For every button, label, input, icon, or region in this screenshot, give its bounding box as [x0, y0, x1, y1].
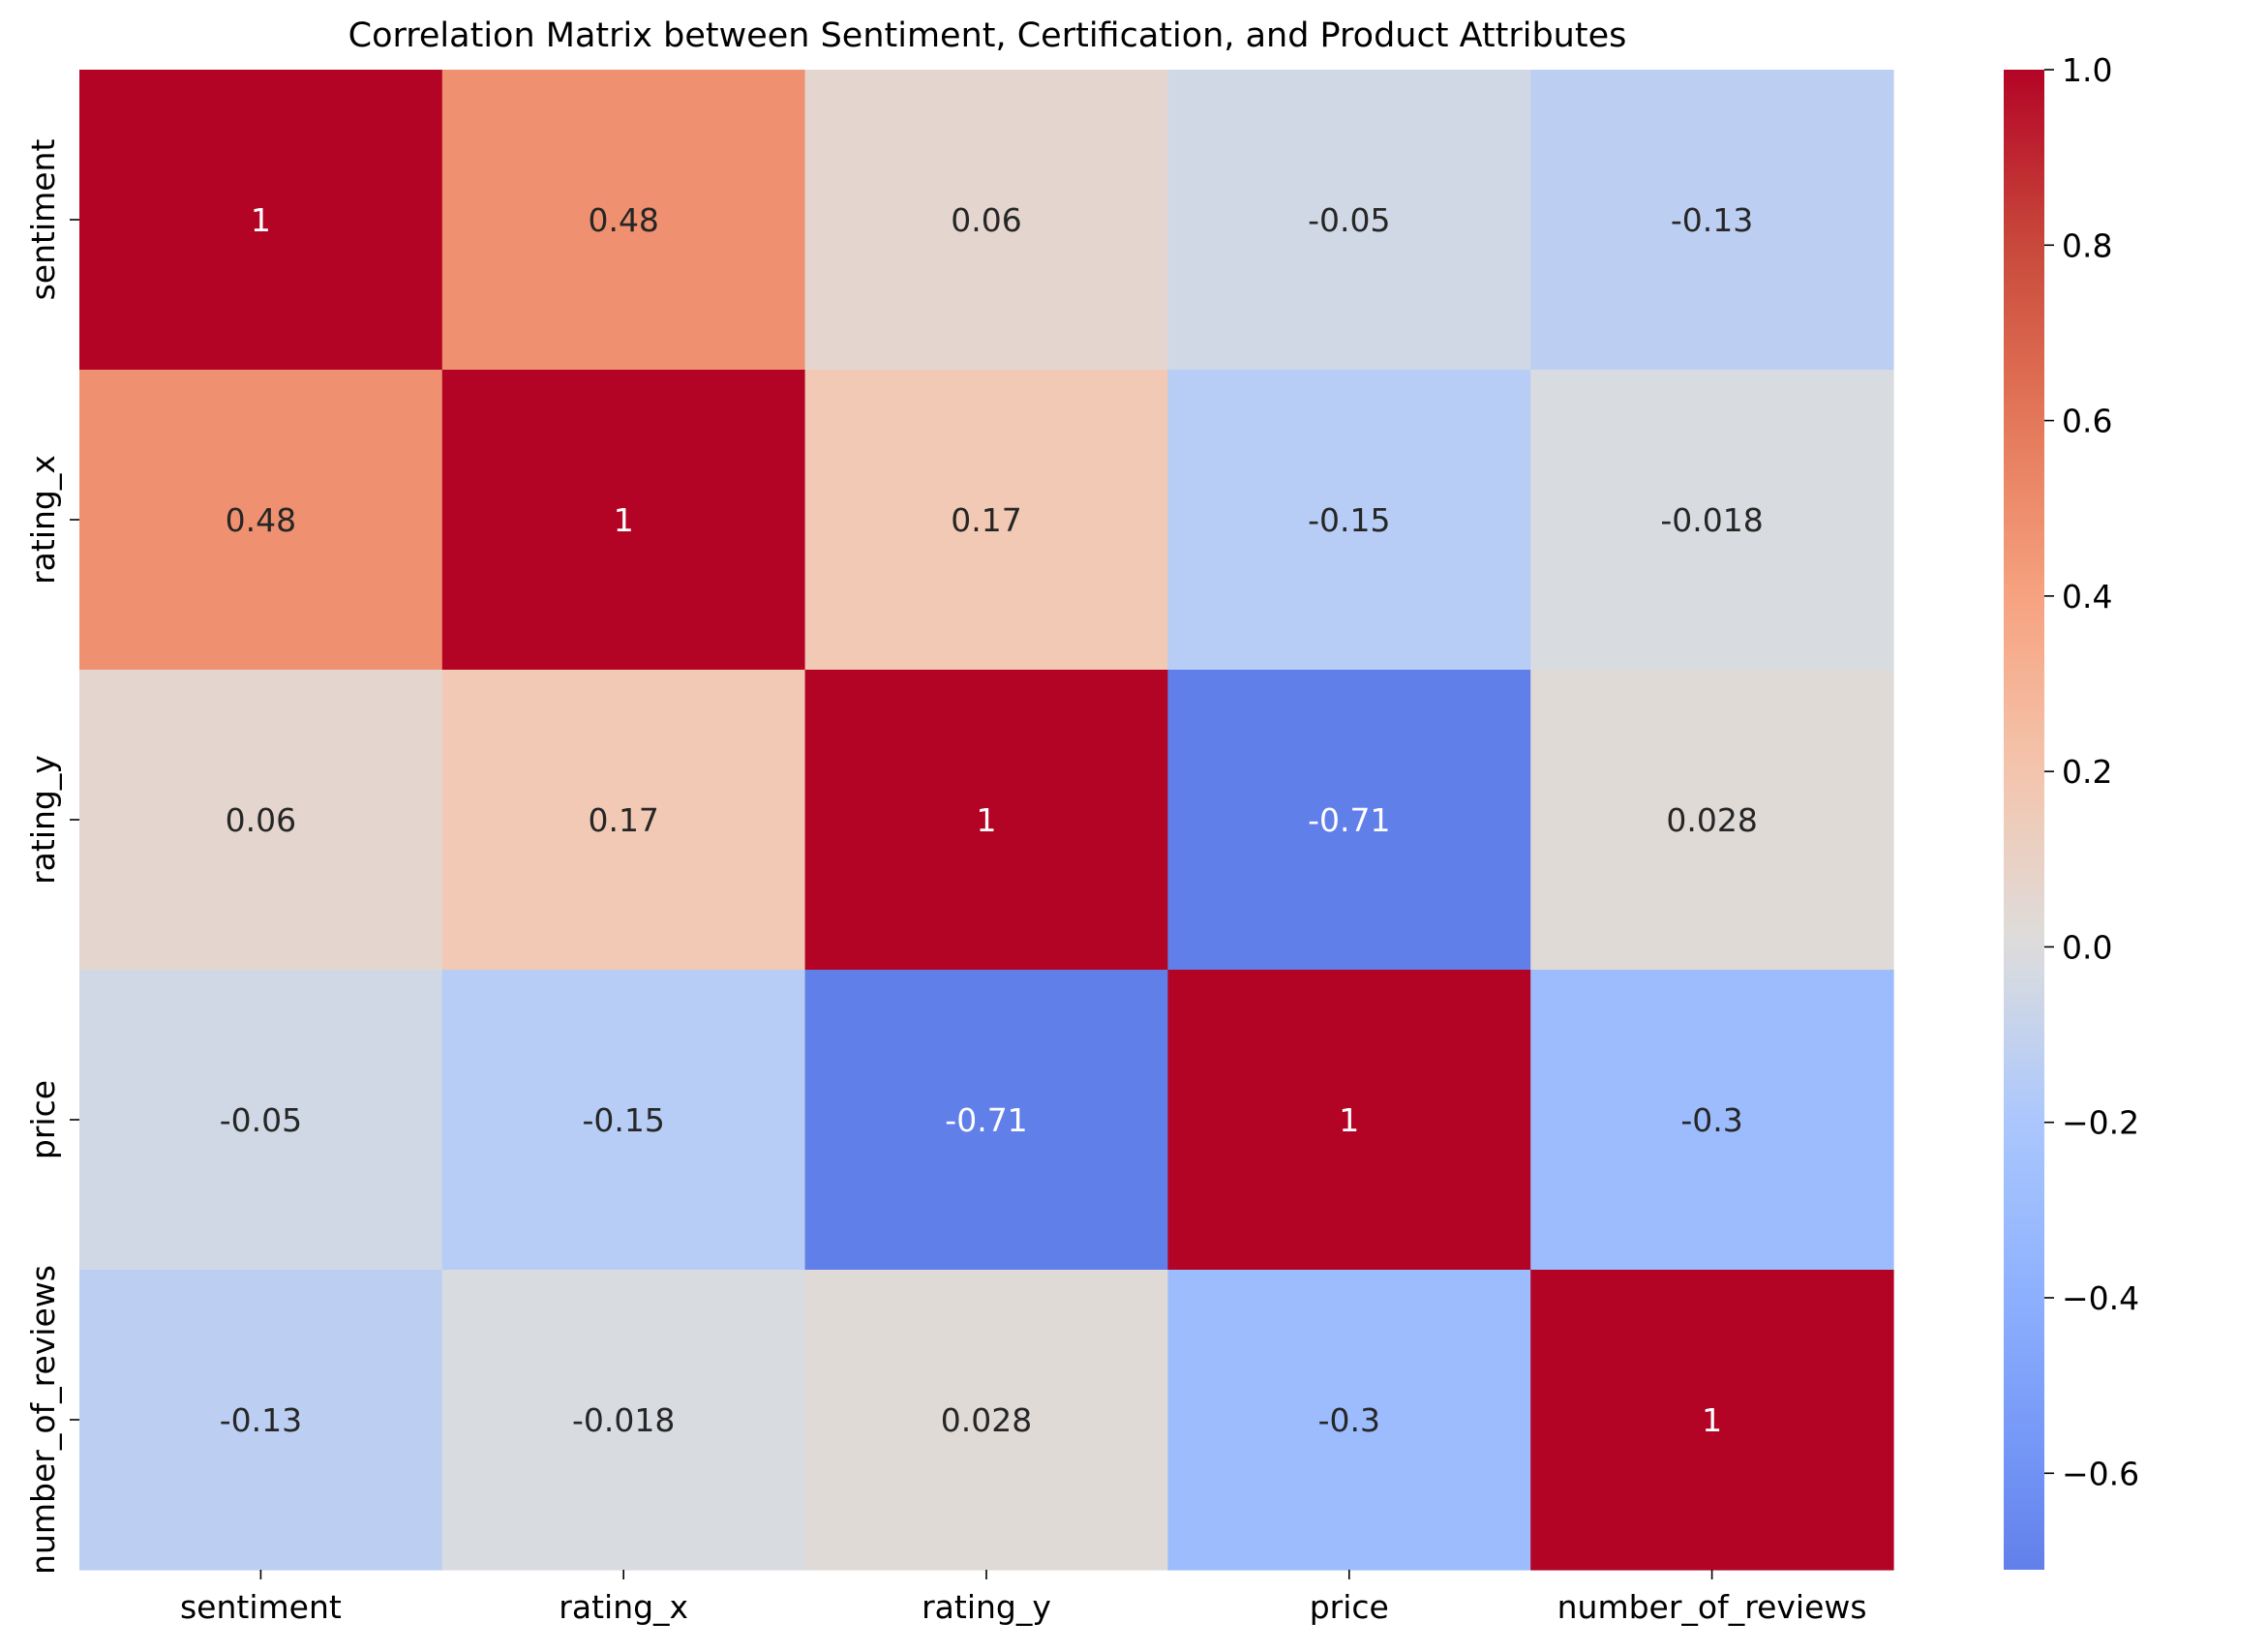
cell-annotation-4-2: 0.028: [941, 1401, 1032, 1439]
colorbar-tick-label-6: −0.2: [2062, 1104, 2139, 1142]
cell-annotation-4-0: -0.13: [220, 1401, 302, 1439]
colorbar-tick-label-5: 0.0: [2062, 928, 2112, 966]
cell-annotation-1-2: 0.17: [951, 501, 1021, 539]
heatmap-cell-2-2: [804, 670, 1168, 971]
cell-annotation-0-1: 0.48: [588, 201, 658, 239]
cell-annotation-4-4: 1: [1702, 1401, 1722, 1439]
cell-annotation-3-2: -0.71: [945, 1101, 1027, 1139]
cell-annotation-3-3: 1: [1339, 1101, 1359, 1139]
heatmap-cell-3-4: [1530, 970, 1894, 1271]
heatmap-cell-1-3: [1167, 370, 1531, 671]
x-tick-label-4: number_of_reviews: [1557, 1588, 1867, 1626]
heatmap-cell-3-3: [1167, 970, 1531, 1271]
heatmap-cell-4-4: [1530, 1270, 1894, 1571]
y-tick-label-4: number_of_reviews: [24, 1265, 62, 1575]
cell-annotation-1-3: -0.15: [1308, 501, 1390, 539]
cell-annotation-1-1: 1: [614, 501, 634, 539]
x-tick-label-3: price: [1310, 1588, 1389, 1626]
cell-annotation-2-3: -0.71: [1308, 801, 1390, 839]
heatmap-cell-4-3: [1167, 1270, 1531, 1571]
cell-annotation-2-4: 0.028: [1666, 801, 1757, 839]
heatmap-cell-3-2: [804, 970, 1168, 1271]
cell-annotation-0-2: 0.06: [951, 201, 1021, 239]
y-tick-label-1: rating_x: [24, 455, 62, 585]
y-tick-label-0: sentiment: [24, 139, 62, 301]
heatmap-cell-2-1: [441, 670, 806, 971]
colorbar-tick-label-3: 0.4: [2062, 578, 2112, 616]
colorbar-tick-label-4: 0.2: [2062, 753, 2112, 791]
colorbar-tick-label-2: 0.6: [2062, 403, 2112, 440]
cell-annotation-4-3: -0.3: [1318, 1401, 1380, 1439]
heatmap-cell-3-1: [441, 970, 806, 1271]
heatmap-cell-1-1: [441, 370, 806, 671]
colorbar-tick-label-1: 0.8: [2062, 226, 2112, 264]
cell-annotation-2-2: 1: [977, 801, 997, 839]
heatmap-cell-0-4: [1530, 70, 1894, 371]
heatmap-cell-0-3: [1167, 70, 1531, 371]
heatmap-cell-0-2: [804, 70, 1168, 371]
colorbar: 1.0 0.8 0.6 0.4 0.2 0.0 −0.2 −0.4 −0.6: [2004, 51, 2139, 1570]
heatmap-annotations: 1 0.48 0.06 -0.05 -0.13 0.48 1 0.17 -0.15 -0.018 0…: [220, 201, 1764, 1439]
heatmap-cell-3-0: [79, 970, 443, 1271]
cell-annotation-2-0: 0.06: [226, 801, 296, 839]
colorbar-tick-label-7: −0.4: [2062, 1279, 2139, 1317]
heatmap-cell-4-1: [441, 1270, 806, 1571]
cell-annotation-4-1: -0.018: [572, 1401, 675, 1439]
heatmap-cells: [79, 70, 1894, 1571]
x-tick-label-0: sentiment: [180, 1588, 342, 1626]
heatmap-cell-0-1: [441, 70, 806, 371]
heatmap-cell-0-0: [79, 70, 443, 371]
x-tick-label-1: rating_x: [559, 1588, 688, 1626]
heatmap-cell-1-0: [79, 370, 443, 671]
cell-annotation-3-1: -0.15: [583, 1101, 665, 1139]
cell-annotation-3-0: -0.05: [220, 1101, 302, 1139]
cell-annotation-0-0: 1: [251, 201, 271, 239]
x-axis: sentiment rating_x rating_y price number_of_…: [180, 1570, 1867, 1626]
heatmap-cell-2-0: [79, 670, 443, 971]
cell-annotation-0-4: -0.13: [1671, 201, 1753, 239]
chart-title: Correlation Matrix between Sentiment, Ce…: [348, 16, 1627, 55]
x-tick-label-2: rating_y: [922, 1588, 1051, 1626]
cell-annotation-0-3: -0.05: [1308, 201, 1390, 239]
cell-annotation-1-0: 0.48: [226, 501, 296, 539]
heatmap-cell-2-3: [1167, 670, 1531, 971]
heatmap-cell-4-2: [804, 1270, 1168, 1571]
heatmap-cell-1-4: [1530, 370, 1894, 671]
colorbar-gradient: [2004, 70, 2044, 1570]
heatmap-cell-1-2: [804, 370, 1168, 671]
heatmap-cell-2-4: [1530, 670, 1894, 971]
colorbar-tick-label-8: −0.6: [2062, 1455, 2139, 1492]
colorbar-tick-label-0: 1.0: [2062, 51, 2112, 89]
y-tick-label-3: price: [24, 1080, 62, 1159]
cell-annotation-2-1: 0.17: [588, 801, 658, 839]
heatmap-cell-4-0: [79, 1270, 443, 1571]
y-tick-label-2: rating_y: [24, 755, 62, 885]
cell-annotation-1-4: -0.018: [1660, 501, 1763, 539]
cell-annotation-3-4: -0.3: [1680, 1101, 1742, 1139]
